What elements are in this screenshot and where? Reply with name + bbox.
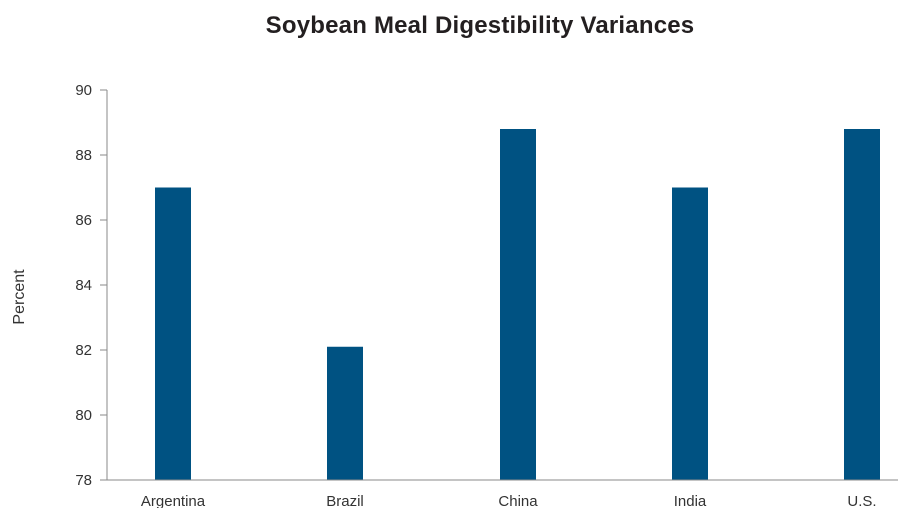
y-tick-label: 82	[75, 342, 92, 359]
y-axis-label: Percent	[11, 269, 28, 325]
bars	[155, 129, 880, 480]
x-axis: Argentina Brazil China India U.S.	[107, 479, 898, 508]
y-tick-label: 78	[75, 472, 92, 489]
y-tick-label: 80	[75, 407, 92, 424]
x-tick-label: Argentina	[141, 493, 206, 508]
bar-china	[500, 129, 536, 480]
y-tick-label: 88	[75, 147, 92, 164]
x-tick-label: China	[498, 493, 538, 508]
bar-india	[672, 187, 708, 480]
y-tick-label: 84	[75, 277, 92, 294]
bar-us	[844, 129, 880, 480]
x-tick-label: U.S.	[847, 493, 876, 508]
bar-argentina	[155, 187, 191, 480]
chart-title: Soybean Meal Digestibility Variances	[265, 12, 695, 39]
x-tick-label: India	[674, 493, 707, 508]
y-tick-label: 86	[75, 212, 92, 229]
bar-brazil	[327, 346, 363, 480]
y-tick-label: 90	[75, 82, 92, 99]
x-tick-label: Brazil	[326, 493, 364, 508]
y-axis: 90 88 86 84 82 80 78	[75, 82, 108, 489]
